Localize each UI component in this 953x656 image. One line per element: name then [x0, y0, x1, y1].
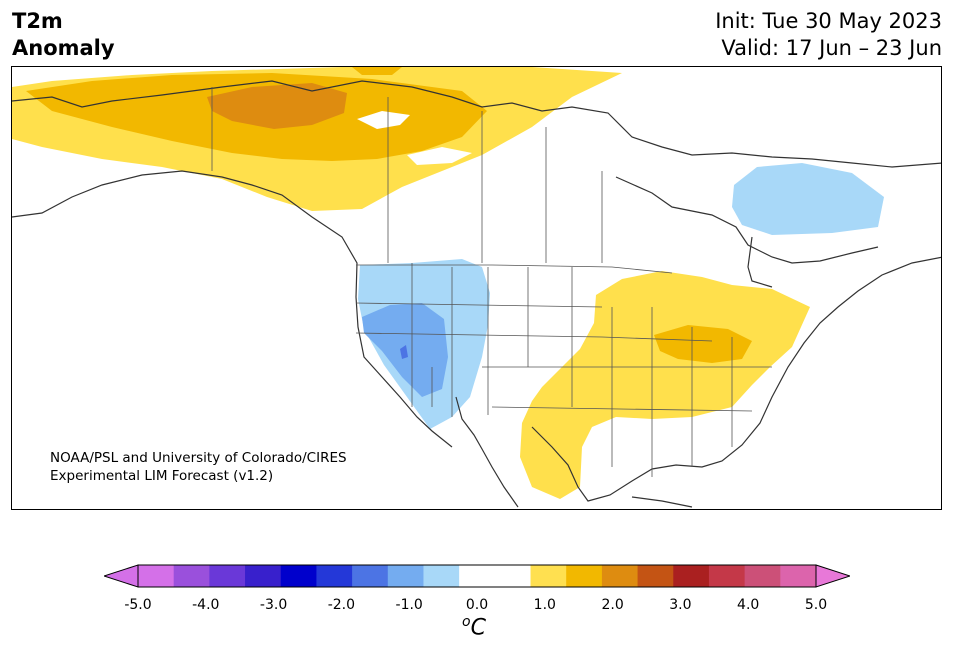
colorbar-swatch [173, 565, 210, 587]
init-date: Init: Tue 30 May 2023 [715, 9, 942, 33]
colorbar-swatch [280, 565, 317, 587]
colorbar-swatch [316, 565, 353, 587]
credit-line1: NOAA/PSL and University of Colorado/CIRE… [50, 450, 347, 466]
map-title-line1: T2m [12, 9, 63, 33]
colorbar-tick-label: 1.0 [533, 597, 556, 613]
colorbar-swatch [637, 565, 674, 587]
forecast-dates: Init: Tue 30 May 2023 Valid: 17 Jun – 23… [715, 8, 942, 62]
cool-anomaly-labrador [732, 163, 884, 235]
colorbar-swatch [601, 565, 639, 587]
colorbar-swatch [673, 565, 710, 587]
lake-cutout-2 [407, 147, 472, 165]
colorbar-under-arrow [102, 564, 139, 588]
warm-anomaly-arctic-strip [352, 67, 402, 75]
colorbar-tick-label: 4.0 [737, 597, 760, 613]
colorbar-swatch [423, 565, 460, 587]
unit-degree: o [462, 614, 471, 630]
coastlines [12, 80, 941, 508]
colorbar-tick-label: -2.0 [327, 597, 356, 613]
colorbar-swatch [245, 565, 282, 587]
lake-cutout-1 [357, 111, 410, 129]
anomaly-map-canvas [12, 67, 941, 508]
warm-anomaly-canada-strong [207, 83, 347, 129]
colorbar-tick-label: -5.0 [124, 597, 152, 613]
colorbar-svg [102, 564, 852, 588]
cool-anomaly-west-strong [400, 345, 408, 359]
colorbar-unit: oC [462, 614, 486, 640]
colorbar [102, 563, 852, 623]
colorbar-frame [137, 564, 817, 588]
colorbar-tick-label: -3.0 [259, 597, 288, 613]
colorbar-swatch [138, 565, 175, 587]
colorbar-swatch [352, 565, 389, 587]
colorbar-tick-label: 2.0 [601, 597, 624, 613]
warm-anomaly-east-mid [654, 325, 752, 363]
credit-text: NOAA/PSL and University of Colorado/CIRE… [50, 449, 347, 485]
map-title: T2m Anomaly [12, 8, 115, 62]
credit-line2: Experimental LIM Forecast (v1.2) [50, 468, 274, 484]
colorbar-swatch [459, 565, 496, 587]
colorbar-tick-label: 3.0 [669, 597, 692, 613]
colorbar-swatch [708, 565, 746, 587]
valid-range: Valid: 17 Jun – 23 Jun [721, 36, 942, 60]
colorbar-tick-label: 0.0 [465, 597, 489, 613]
colorbar-swatch [209, 565, 246, 587]
anomaly-map: NOAA/PSL and University of Colorado/CIRE… [11, 66, 942, 510]
colorbar-swatch [566, 565, 603, 587]
warm-anomaly-east [520, 271, 810, 499]
unit-symbol: C [470, 615, 486, 641]
map-title-line2: Anomaly [12, 36, 115, 60]
colorbar-tick-label: -1.0 [395, 597, 423, 613]
colorbar-over-arrow [815, 564, 852, 588]
colorbar-swatch [387, 565, 424, 587]
colorbar-swatch [780, 565, 817, 587]
colorbar-tick-label: -4.0 [192, 597, 220, 613]
colorbar-swatch [744, 565, 781, 587]
colorbar-swatch [494, 565, 532, 587]
colorbar-swatch [530, 565, 567, 587]
state-borders [211, 87, 772, 477]
colorbar-tick-label: 5.0 [804, 597, 828, 613]
